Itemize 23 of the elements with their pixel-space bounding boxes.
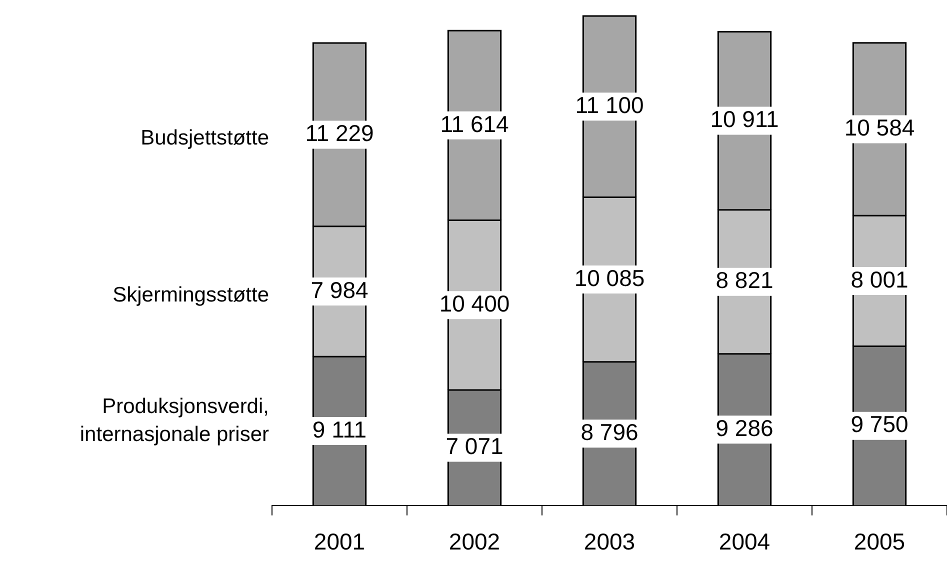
data-label: 10 400 [439,290,510,316]
data-label: 8 001 [850,266,908,292]
x-tick-label: 2005 [854,528,906,555]
text: Skjermingsstøtte [112,283,269,306]
data-label: 7 984 [310,276,368,303]
data-label: 8 796 [580,418,638,445]
text: Produksjonsverdi, internasjonale priser [80,394,269,446]
text: Budsjettstøtte [140,126,269,150]
data-label: 9 750 [850,411,908,438]
data-label: 9 286 [716,414,774,441]
x-tick-label: 2001 [314,528,366,555]
data-label: 11 100 [575,92,644,118]
data-label: 11 229 [305,120,374,146]
x-tick-label: 2004 [718,528,770,555]
x-tick-label: 2002 [448,528,500,555]
x-tick-label: 2003 [584,528,636,555]
data-label: 11 614 [440,110,510,137]
data-label: 10 584 [844,114,915,141]
data-label: 9 111 [312,416,367,442]
data-label: 8 821 [716,267,774,294]
data-label: 7 071 [446,433,504,460]
data-label: 10 085 [574,264,645,291]
data-label: 10 911 [710,106,779,132]
